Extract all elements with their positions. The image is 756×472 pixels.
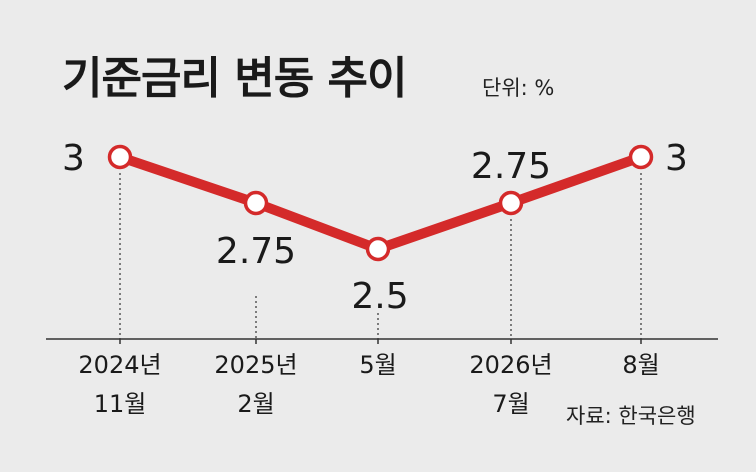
- source-label: 자료: 한국은행: [566, 404, 696, 428]
- x-tick-label: 7월: [492, 390, 529, 418]
- series-line: [115, 152, 646, 254]
- x-tick-label: 2024년: [78, 351, 161, 379]
- data-label: 3: [62, 138, 85, 179]
- data-point: [628, 144, 654, 170]
- data-label: 2.75: [471, 146, 551, 187]
- data-label: 2.5: [351, 276, 408, 317]
- data-label: 2.75: [216, 231, 296, 272]
- x-tick-label: 2월: [237, 390, 274, 418]
- data-point: [107, 144, 133, 170]
- chart-title: 기준금리 변동 추이: [62, 53, 407, 104]
- data-point: [365, 236, 391, 262]
- x-tick-label: 8월: [622, 351, 659, 379]
- data-point: [243, 190, 269, 216]
- x-tick-label: 5월: [359, 351, 396, 379]
- data-label: 3: [665, 138, 688, 179]
- x-tick-label: 2025년: [214, 351, 297, 379]
- data-point: [498, 190, 524, 216]
- x-tick-label: 11월: [94, 390, 147, 418]
- x-tick-label: 2026년: [469, 351, 552, 379]
- unit-label: 단위: %: [482, 76, 555, 100]
